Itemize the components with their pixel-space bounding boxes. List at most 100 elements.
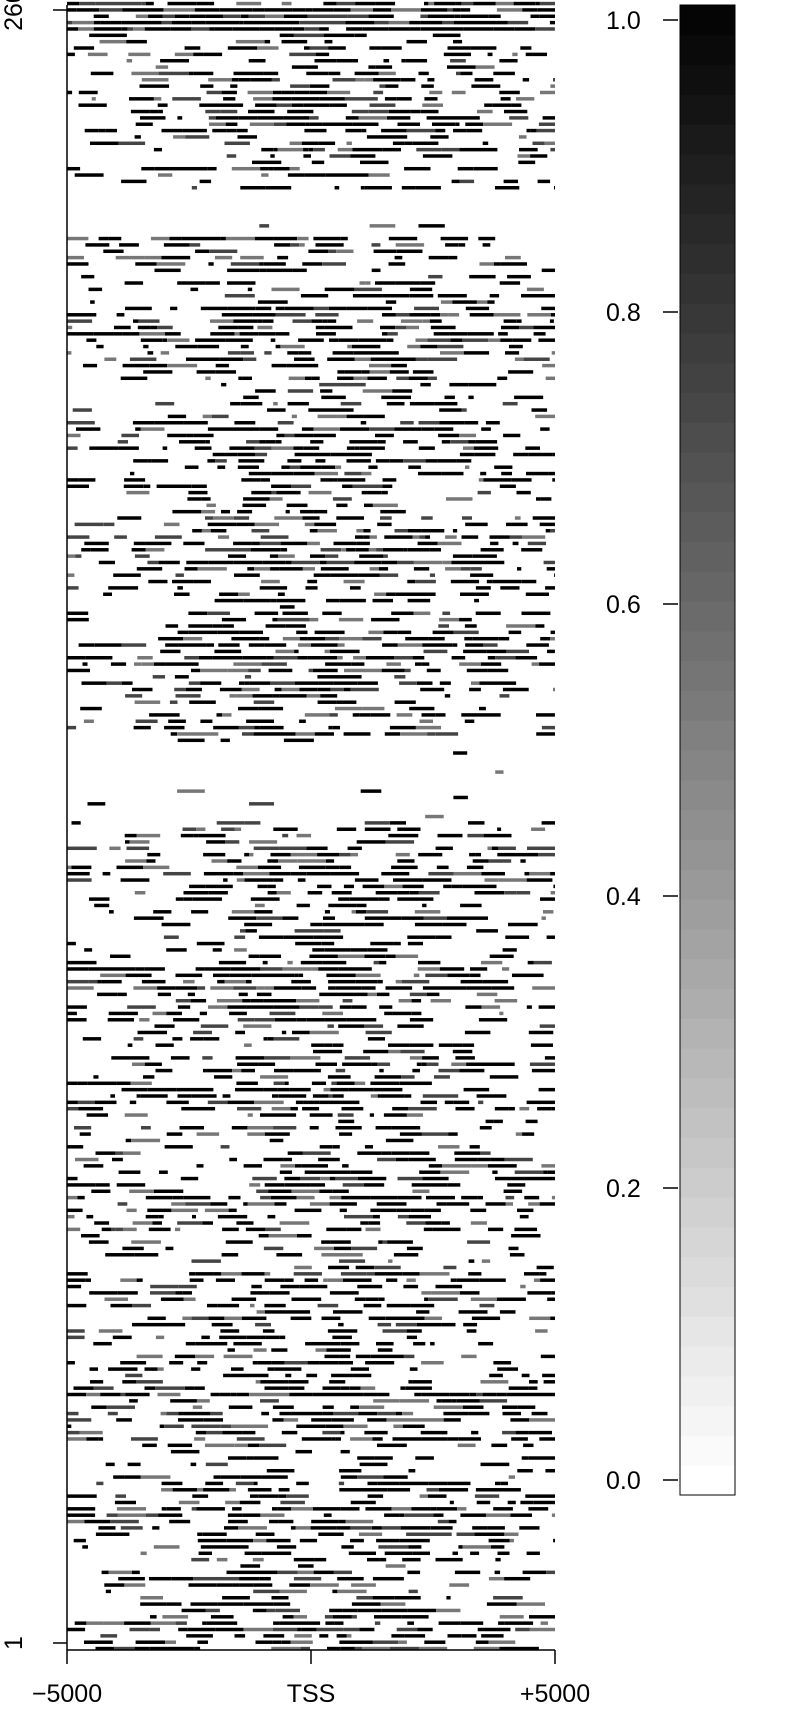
heatmap-cell — [154, 268, 181, 273]
heatmap-cell — [125, 1138, 132, 1143]
heatmap-cell — [340, 1475, 358, 1479]
heatmap-cell — [315, 243, 344, 247]
heatmap-cell — [334, 1570, 352, 1575]
heatmap-cell — [112, 1, 142, 6]
heatmap-cell — [310, 922, 323, 927]
heatmap-cell — [293, 1272, 322, 1276]
heatmap-cell — [344, 370, 362, 374]
heatmap-row — [175, 998, 518, 1003]
heatmap-cell — [368, 548, 377, 552]
heatmap-cell — [319, 1100, 346, 1105]
heatmap-cell — [324, 1354, 340, 1359]
heatmap-cell — [325, 1424, 344, 1429]
heatmap-cell — [281, 1030, 287, 1035]
heatmap-cell — [339, 1005, 352, 1009]
heatmap-cell — [173, 1513, 183, 1517]
heatmap-cell — [175, 998, 191, 1003]
heatmap-cell — [318, 141, 336, 146]
heatmap-cell — [494, 998, 518, 1003]
heatmap-cell — [443, 1411, 469, 1416]
heatmap-cell — [367, 1037, 385, 1041]
heatmap-cell — [350, 154, 376, 158]
heatmap-cell — [504, 1621, 534, 1625]
heatmap-cell — [75, 554, 82, 558]
heatmap-row — [67, 941, 423, 946]
heatmap-cell — [465, 643, 483, 647]
heatmap-cell — [311, 1418, 332, 1422]
heatmap-cell — [186, 687, 202, 692]
heatmap-cell — [249, 840, 278, 844]
colorbar-swatch — [680, 511, 735, 542]
heatmap-cell — [315, 52, 330, 57]
heatmap-cell — [404, 897, 434, 901]
heatmap-cell — [223, 878, 228, 882]
heatmap-cell — [207, 1100, 228, 1105]
heatmap-cell — [337, 1113, 354, 1117]
heatmap-cell — [539, 14, 555, 19]
heatmap-cell — [518, 160, 536, 165]
heatmap-cell — [397, 560, 414, 565]
heatmap-cell — [283, 1157, 292, 1162]
heatmap-cell — [455, 122, 460, 126]
heatmap-cell — [468, 440, 476, 444]
heatmap-cell — [243, 1602, 274, 1606]
heatmap-cell — [332, 1094, 344, 1098]
heatmap-cell — [303, 1100, 320, 1105]
heatmap-cell — [404, 1634, 426, 1638]
heatmap-cell — [67, 1208, 83, 1213]
colorbar-swatch — [680, 660, 735, 691]
heatmap-cell — [294, 1310, 311, 1314]
heatmap-cell — [425, 1221, 436, 1225]
heatmap-cell — [406, 1246, 423, 1251]
heatmap-cell — [259, 725, 284, 730]
heatmap-cell — [258, 1233, 269, 1238]
heatmap-cell — [242, 1316, 267, 1321]
heatmap-cell — [550, 1316, 555, 1321]
heatmap-cell — [493, 1361, 512, 1365]
heatmap-cell — [308, 668, 313, 673]
heatmap-cell — [412, 1551, 430, 1556]
heatmap-row — [67, 433, 521, 438]
heatmap-cell — [167, 363, 198, 368]
heatmap-cell — [441, 1221, 450, 1225]
heatmap-cell — [487, 681, 517, 685]
heatmap-cell — [247, 1113, 253, 1117]
heatmap-cell — [182, 827, 197, 831]
heatmap-cell — [526, 878, 553, 882]
heatmap-cell — [101, 33, 127, 38]
heatmap-cell — [84, 128, 99, 133]
heatmap-cell — [160, 58, 189, 63]
heatmap-cell — [196, 827, 206, 831]
heatmap-cell — [240, 344, 249, 349]
heatmap-cell — [225, 122, 238, 126]
heatmap-cell — [177, 630, 189, 635]
heatmap-cell — [86, 1621, 104, 1625]
heatmap-cell — [509, 535, 523, 539]
heatmap-cell — [511, 1437, 528, 1441]
heatmap-cell — [459, 65, 476, 69]
heatmap-cell — [375, 433, 394, 438]
heatmap-cell — [160, 351, 170, 355]
heatmap-cell — [472, 1526, 488, 1530]
heatmap-cell — [265, 1227, 281, 1232]
heatmap-cell — [271, 1646, 301, 1651]
heatmap-cell — [194, 8, 220, 12]
heatmap-cell — [540, 90, 555, 95]
heatmap-cell — [402, 1411, 414, 1416]
heatmap-row — [67, 1214, 529, 1219]
heatmap-cell — [370, 1354, 396, 1359]
heatmap-cell — [423, 598, 431, 603]
heatmap-row — [79, 1132, 535, 1136]
heatmap-cell — [330, 1087, 349, 1092]
heatmap-cell — [497, 1551, 510, 1556]
heatmap-cell — [239, 630, 263, 635]
heatmap-cell — [227, 351, 241, 355]
heatmap-row — [88, 1240, 491, 1244]
heatmap-cell — [255, 103, 277, 107]
heatmap-cell — [133, 459, 148, 463]
heatmap-cell — [233, 560, 263, 565]
heatmap-cell — [211, 414, 229, 419]
heatmap-cell — [262, 319, 274, 323]
heatmap-cell — [205, 109, 221, 114]
heatmap-cell — [118, 446, 139, 450]
